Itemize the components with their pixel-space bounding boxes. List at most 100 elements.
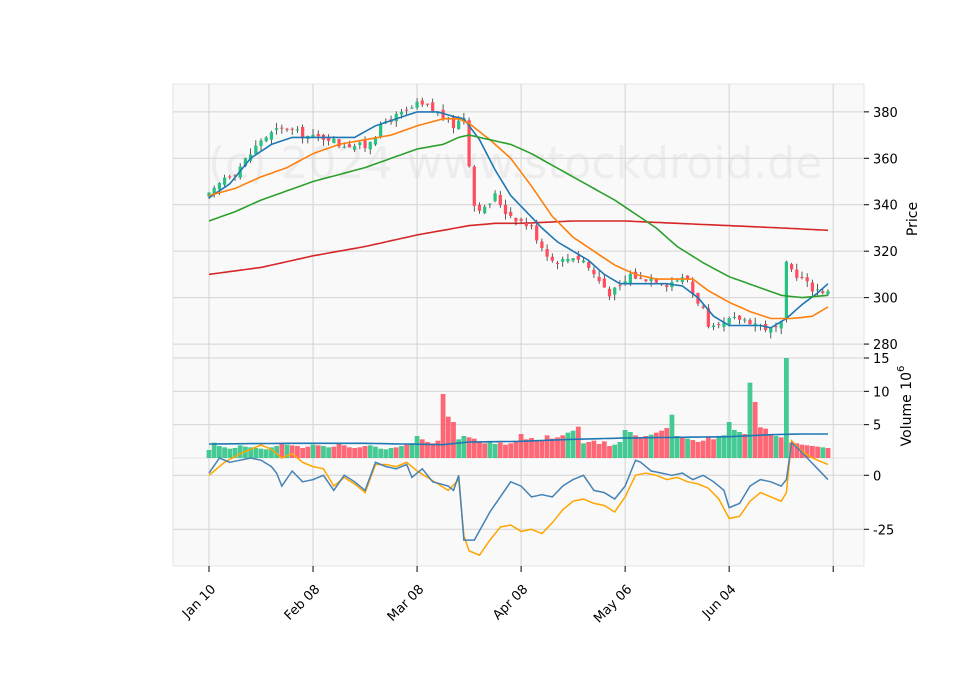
price-y-tick-label: 300 bbox=[873, 292, 898, 307]
candle-body bbox=[685, 275, 690, 280]
volume-bar bbox=[466, 437, 472, 458]
volume-bar bbox=[440, 394, 446, 458]
volume-bar bbox=[404, 444, 410, 458]
volume-bar bbox=[482, 443, 488, 458]
volume-bar bbox=[503, 444, 508, 458]
candle-body bbox=[800, 277, 804, 279]
candle-body bbox=[483, 206, 487, 214]
candle-body bbox=[545, 249, 549, 257]
volume-bar bbox=[409, 443, 415, 458]
volume-bar bbox=[763, 428, 768, 458]
price-y-tick-label: 320 bbox=[873, 245, 898, 260]
volume-bar bbox=[581, 443, 586, 458]
x-tick-label: Jun 04 bbox=[699, 582, 739, 622]
ma_long-line bbox=[208, 220, 829, 276]
volume-bar bbox=[648, 434, 654, 458]
candle-body bbox=[327, 137, 331, 141]
volume-bar bbox=[336, 443, 342, 458]
volume-bar bbox=[227, 448, 233, 458]
volume-bar bbox=[217, 446, 222, 458]
volume-bar bbox=[721, 435, 727, 458]
candle-body bbox=[727, 318, 731, 325]
candle-body bbox=[555, 262, 560, 264]
volume-bar bbox=[627, 432, 633, 458]
price-axis-label: Price bbox=[905, 202, 921, 236]
candle-body bbox=[405, 109, 409, 111]
candle-body bbox=[280, 127, 284, 129]
candle-body bbox=[285, 128, 289, 130]
candle-body bbox=[358, 142, 362, 146]
candle-body bbox=[753, 323, 757, 326]
candle-body bbox=[597, 276, 601, 282]
candle-body bbox=[607, 288, 612, 297]
volume-bar bbox=[331, 446, 337, 458]
candle-body bbox=[701, 306, 705, 308]
candle-body bbox=[810, 282, 815, 292]
volume-bar bbox=[269, 447, 274, 458]
volume-bar bbox=[508, 443, 514, 458]
candle-body bbox=[649, 277, 653, 282]
volume-bar bbox=[700, 440, 706, 458]
volume-bar bbox=[757, 427, 763, 458]
candle-body bbox=[342, 146, 346, 148]
volume-bar bbox=[549, 438, 555, 458]
candle-body bbox=[540, 241, 544, 249]
volume-bar bbox=[778, 437, 784, 458]
candle-body bbox=[457, 120, 461, 130]
x-tick-label: Apr 08 bbox=[490, 582, 531, 623]
candle-body bbox=[789, 264, 794, 270]
volume-bar bbox=[705, 437, 711, 458]
candle-body bbox=[722, 322, 726, 327]
volume-bar bbox=[529, 438, 534, 458]
candle-body bbox=[368, 141, 372, 150]
candle-body bbox=[561, 258, 565, 262]
volume-bar bbox=[289, 445, 295, 458]
volume-bar bbox=[456, 439, 462, 458]
candle-body bbox=[535, 225, 539, 241]
candle-body bbox=[675, 280, 679, 282]
volume-bar bbox=[425, 442, 430, 458]
moving-averages bbox=[208, 111, 829, 329]
volume-bars bbox=[206, 358, 831, 458]
candle-body bbox=[717, 324, 721, 326]
candle-body bbox=[613, 287, 617, 295]
volume-y-tick-label: 10 bbox=[873, 385, 890, 400]
volume-bar bbox=[232, 448, 238, 458]
candle-body bbox=[774, 326, 778, 328]
volume-bar bbox=[435, 440, 441, 458]
volume-bar bbox=[607, 446, 612, 458]
volume-bar bbox=[310, 444, 316, 458]
candle-body bbox=[410, 107, 414, 109]
volume-bar bbox=[497, 442, 503, 458]
candle-body bbox=[743, 319, 747, 321]
volume-bar bbox=[367, 445, 373, 458]
x-tick-label: Mar 08 bbox=[385, 582, 428, 625]
candle-body bbox=[592, 269, 596, 275]
candle-body bbox=[732, 317, 736, 319]
candle-body bbox=[587, 261, 591, 268]
volume-bar bbox=[414, 436, 420, 458]
volume-bar bbox=[617, 442, 623, 458]
candle-body bbox=[821, 291, 825, 294]
volume-bar bbox=[783, 358, 789, 458]
volume-bar bbox=[373, 446, 378, 458]
x-tick-label: May 06 bbox=[591, 582, 635, 626]
candle-body bbox=[425, 103, 430, 105]
price-y-tick-label: 380 bbox=[873, 106, 898, 121]
candle-body bbox=[514, 217, 518, 222]
volume-bar bbox=[419, 439, 425, 458]
macd-y-tick-label: 0 bbox=[873, 469, 881, 484]
candle-body bbox=[618, 285, 622, 287]
volume-bar bbox=[685, 438, 690, 458]
volume-bar bbox=[383, 449, 389, 458]
volume-bar bbox=[243, 446, 248, 458]
volume-bar bbox=[399, 446, 404, 458]
candle-body bbox=[815, 289, 820, 291]
volume-bar bbox=[653, 432, 659, 458]
candle-body bbox=[394, 113, 398, 122]
candle-body bbox=[207, 192, 211, 197]
candle-body bbox=[264, 137, 268, 142]
price-y-tick-label: 280 bbox=[873, 338, 898, 353]
volume-bar bbox=[586, 442, 592, 458]
